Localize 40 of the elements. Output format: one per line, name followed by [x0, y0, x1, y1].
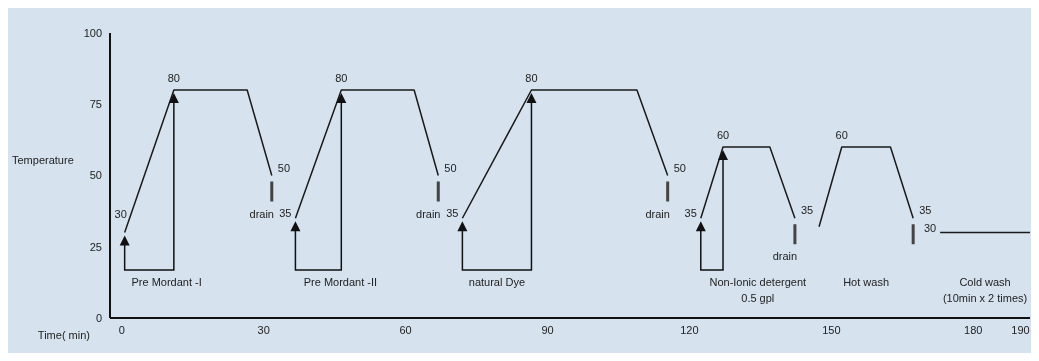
annotation: Pre Mordant -II [303, 276, 378, 288]
data-label: 30 [923, 221, 937, 234]
annotation: Hot wash [843, 276, 890, 288]
data-label: 60 [835, 129, 848, 141]
x-tick-label: 60 [399, 323, 412, 336]
data-label: 80 [167, 72, 180, 84]
y-tick-label: 100 [83, 26, 102, 39]
y-tick-label: 0 [95, 311, 102, 324]
annotation: drain [416, 207, 441, 220]
y-tick-label: 25 [89, 240, 102, 253]
data-label: 60 [716, 129, 730, 141]
annotation: drain [772, 250, 798, 263]
data-label: 35 [684, 207, 697, 220]
x-tick-label: 120 [680, 323, 699, 336]
x-tick-label: 190 [1011, 323, 1030, 336]
annotation: Non-Ionic detergent 0.5 gpl [709, 276, 807, 304]
annotation: natural Dye [468, 276, 526, 288]
annotation: drain [645, 207, 670, 220]
data-label: 80 [525, 72, 538, 84]
data-label: 35 [800, 204, 814, 217]
data-label: 50 [277, 161, 291, 174]
data-label: 35 [279, 207, 292, 220]
x-tick-label: 30 [257, 323, 270, 336]
x-tick-label: 150 [822, 323, 841, 336]
y-tick-label: 75 [89, 98, 102, 111]
x-tick-label: 0 [118, 323, 125, 336]
x-tick-label: 180 [964, 323, 983, 336]
data-label: 50 [673, 161, 686, 174]
data-label: 35 [446, 207, 459, 220]
x-axis-title: Time( min) [37, 329, 90, 341]
annotation: Pre Mordant -I [131, 276, 202, 288]
data-label: 30 [114, 207, 127, 220]
data-label: 80 [335, 72, 348, 84]
data-label: 35 [919, 204, 932, 217]
y-axis-title: Temperature [12, 153, 74, 166]
y-tick-label: 50 [89, 169, 102, 182]
annotation: Cold wash (10min x 2 times) [942, 276, 1028, 304]
data-label: 50 [444, 161, 457, 174]
x-tick-label: 90 [541, 323, 554, 336]
annotation: drain [249, 207, 274, 220]
